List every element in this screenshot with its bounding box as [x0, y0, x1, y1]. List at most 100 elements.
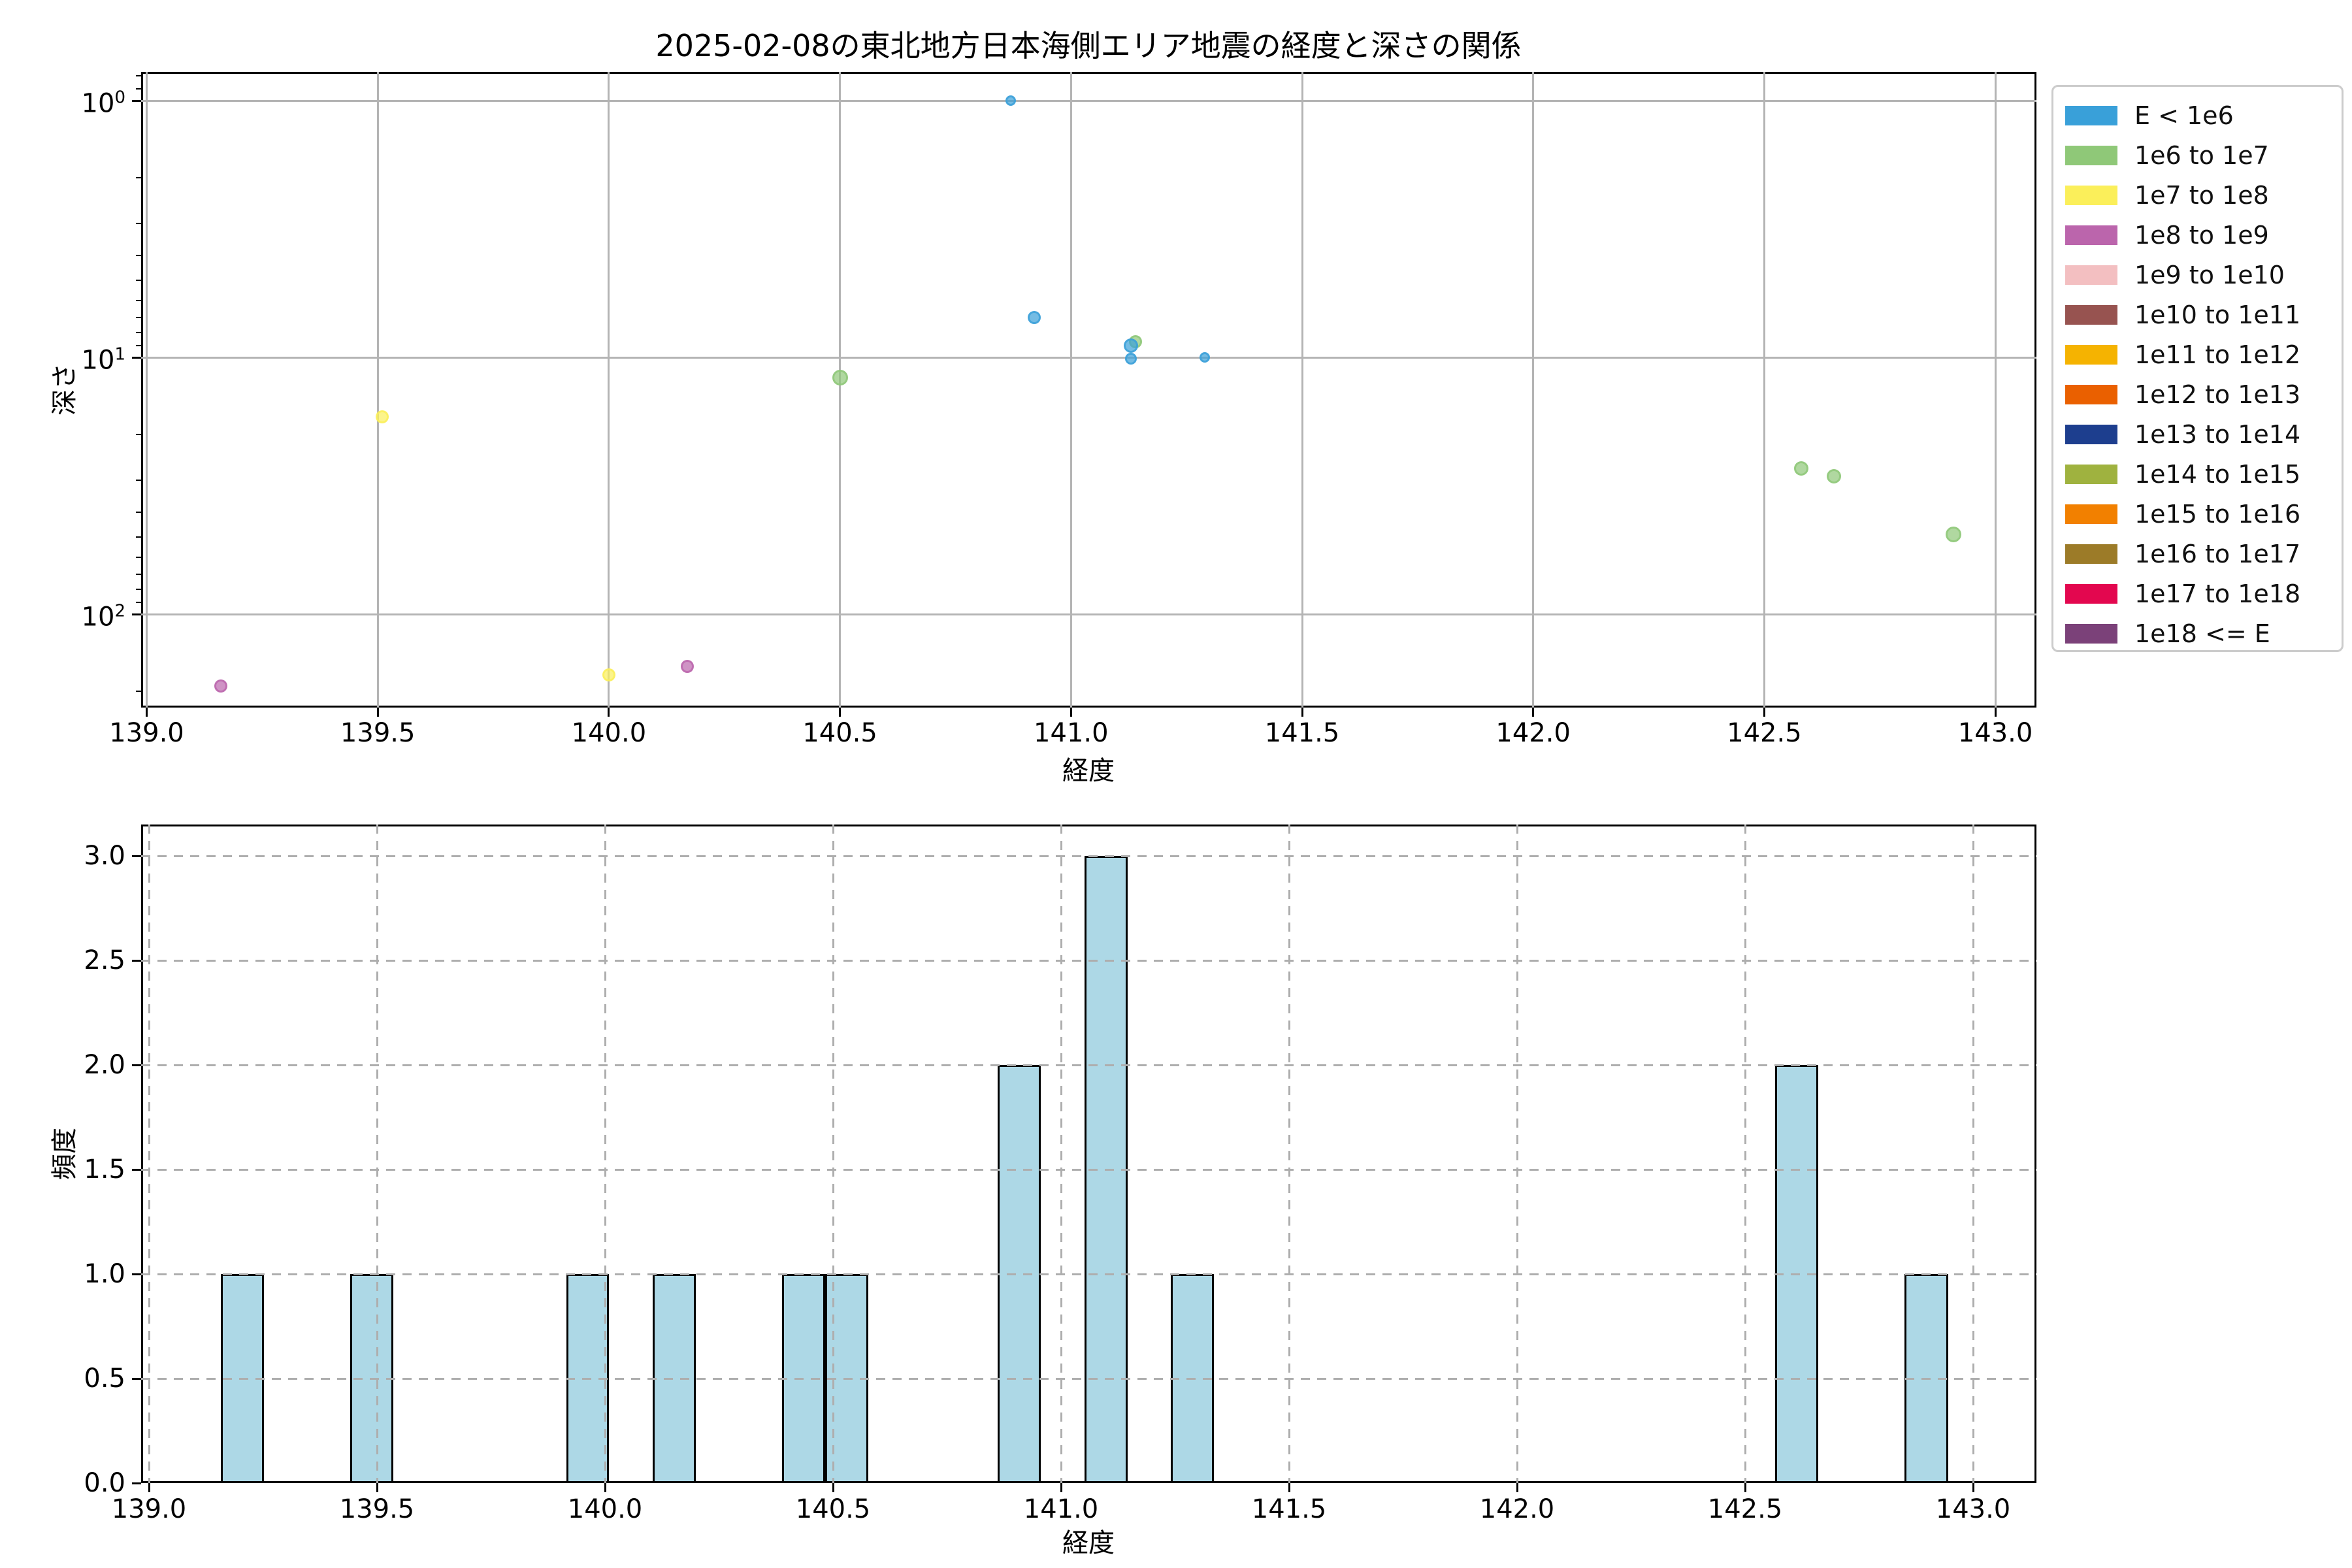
gridline-y [141, 1168, 2036, 1171]
y-tick-mark [132, 613, 141, 615]
legend-item: 1e6 to 1e7 [2065, 135, 2342, 175]
y-tick-label: 3.0 [84, 841, 125, 871]
scatter-point [1027, 311, 1041, 325]
scatter-point [1200, 352, 1211, 363]
x-tick-label: 139.0 [109, 718, 184, 748]
x-tick-mark [839, 708, 841, 717]
scatter-point [1826, 468, 1841, 483]
y-tick-mark [132, 855, 141, 857]
x-tick-label: 139.0 [111, 1494, 187, 1524]
legend-item: 1e11 to 1e12 [2065, 335, 2342, 374]
legend-swatch [2065, 304, 2117, 325]
y-minor-tick-mark [136, 88, 141, 90]
scatter-plot [141, 72, 2036, 708]
y-minor-tick-mark [136, 177, 141, 179]
x-tick-mark [146, 708, 148, 717]
x-tick-mark [604, 1483, 606, 1492]
x-tick-mark [1972, 1483, 1974, 1492]
x-tick-label: 142.5 [1707, 1494, 1783, 1524]
gridline-x [832, 825, 834, 1483]
y-minor-tick-mark [136, 317, 141, 319]
gridline-y [141, 1377, 2036, 1380]
scatter-point [681, 660, 694, 674]
scatter-point [832, 370, 848, 386]
gridline-x [604, 825, 606, 1483]
y-minor-tick-mark [136, 345, 141, 347]
gridline-x [1994, 72, 1997, 708]
x-tick-mark [376, 1483, 378, 1492]
legend-swatch [2065, 265, 2117, 285]
scatter-point [1124, 338, 1139, 353]
plot-title: 2025-02-08の東北地方日本海側エリア地震の経度と深さの関係 [655, 28, 1522, 63]
gridline-x [1060, 825, 1062, 1483]
legend-label: 1e11 to 1e12 [2134, 340, 2301, 369]
scatter-point [1005, 95, 1017, 106]
legend-label: E < 1e6 [2134, 101, 2234, 130]
x-tick-mark [1744, 1483, 1746, 1492]
gridline-x [148, 825, 150, 1483]
legend-item: 1e17 to 1e18 [2065, 574, 2342, 613]
x-tick-mark [832, 1483, 834, 1492]
x-tick-mark [1301, 708, 1303, 717]
legend-item: 1e9 to 1e10 [2065, 255, 2342, 295]
y-minor-tick-mark [136, 479, 141, 481]
x-tick-label: 140.5 [795, 1494, 871, 1524]
y-minor-tick-mark [136, 588, 141, 590]
x-tick-mark [1516, 1483, 1518, 1492]
y-tick-mark [132, 1168, 141, 1171]
y-tick-mark [132, 1273, 141, 1275]
legend-swatch [2065, 344, 2117, 365]
x-tick-label: 141.0 [1023, 1494, 1099, 1524]
y-minor-tick-mark [136, 556, 141, 558]
y-tick-label: 101 [81, 344, 125, 376]
gridline-y [141, 99, 2036, 102]
legend-item: 1e12 to 1e13 [2065, 374, 2342, 414]
y-minor-tick-mark [136, 254, 141, 256]
legend-swatch [2065, 225, 2117, 245]
legend-swatch [2065, 583, 2117, 604]
legend-label: 1e18 <= E [2134, 619, 2270, 648]
legend-label: 1e8 to 1e9 [2134, 220, 2269, 250]
gridline-y [141, 959, 2036, 962]
y-tick-label: 100 [81, 88, 125, 119]
y-minor-tick-mark [136, 536, 141, 538]
y-minor-tick-mark [136, 331, 141, 333]
x-tick-mark [376, 708, 379, 717]
gridline-x [146, 72, 148, 708]
legend-swatch [2065, 384, 2117, 404]
legend-item: 1e10 to 1e11 [2065, 295, 2342, 335]
legend-label: 1e15 to 1e16 [2134, 499, 2301, 529]
gridline-x [608, 72, 610, 708]
x-tick-mark [1763, 708, 1765, 717]
x-tick-mark [1994, 708, 1997, 717]
gridline-x [376, 72, 379, 708]
y-axis-label-scatter: 深さ [50, 363, 80, 416]
x-axis-label-scatter: 経度 [1062, 756, 1115, 786]
y-tick-mark [132, 1064, 141, 1066]
x-tick-label: 141.5 [1251, 1494, 1327, 1524]
y-minor-tick-mark [136, 222, 141, 224]
y-axis-label-histogram: 頻度 [50, 1128, 80, 1180]
y-tick-label: 2.0 [84, 1050, 125, 1080]
legend-label: 1e12 to 1e13 [2134, 380, 2301, 409]
x-tick-mark [1060, 1483, 1062, 1492]
scatter-point [602, 668, 615, 681]
legend-item: 1e13 to 1e14 [2065, 414, 2342, 454]
legend-swatch [2065, 623, 2117, 644]
y-tick-label: 2.5 [84, 945, 125, 975]
gridline-x [1288, 825, 1290, 1483]
y-tick-label: 102 [81, 601, 125, 632]
gridline-y [141, 613, 2036, 615]
y-minor-tick-mark [136, 74, 141, 76]
legend-label: 1e10 to 1e11 [2134, 300, 2301, 329]
scatter-point [214, 679, 227, 693]
scatter-point [376, 410, 389, 423]
legend: E < 1e6 1e6 to 1e7 1e7 to 1e8 1e8 to 1e9 1e9… [2051, 85, 2344, 652]
legend-item: E < 1e6 [2065, 95, 2342, 135]
x-tick-label: 142.0 [1479, 1494, 1555, 1524]
x-tick-label: 142.5 [1727, 718, 1802, 748]
x-tick-label: 140.0 [567, 1494, 643, 1524]
legend-item: 1e8 to 1e9 [2065, 215, 2342, 255]
legend-swatch [2065, 105, 2117, 125]
